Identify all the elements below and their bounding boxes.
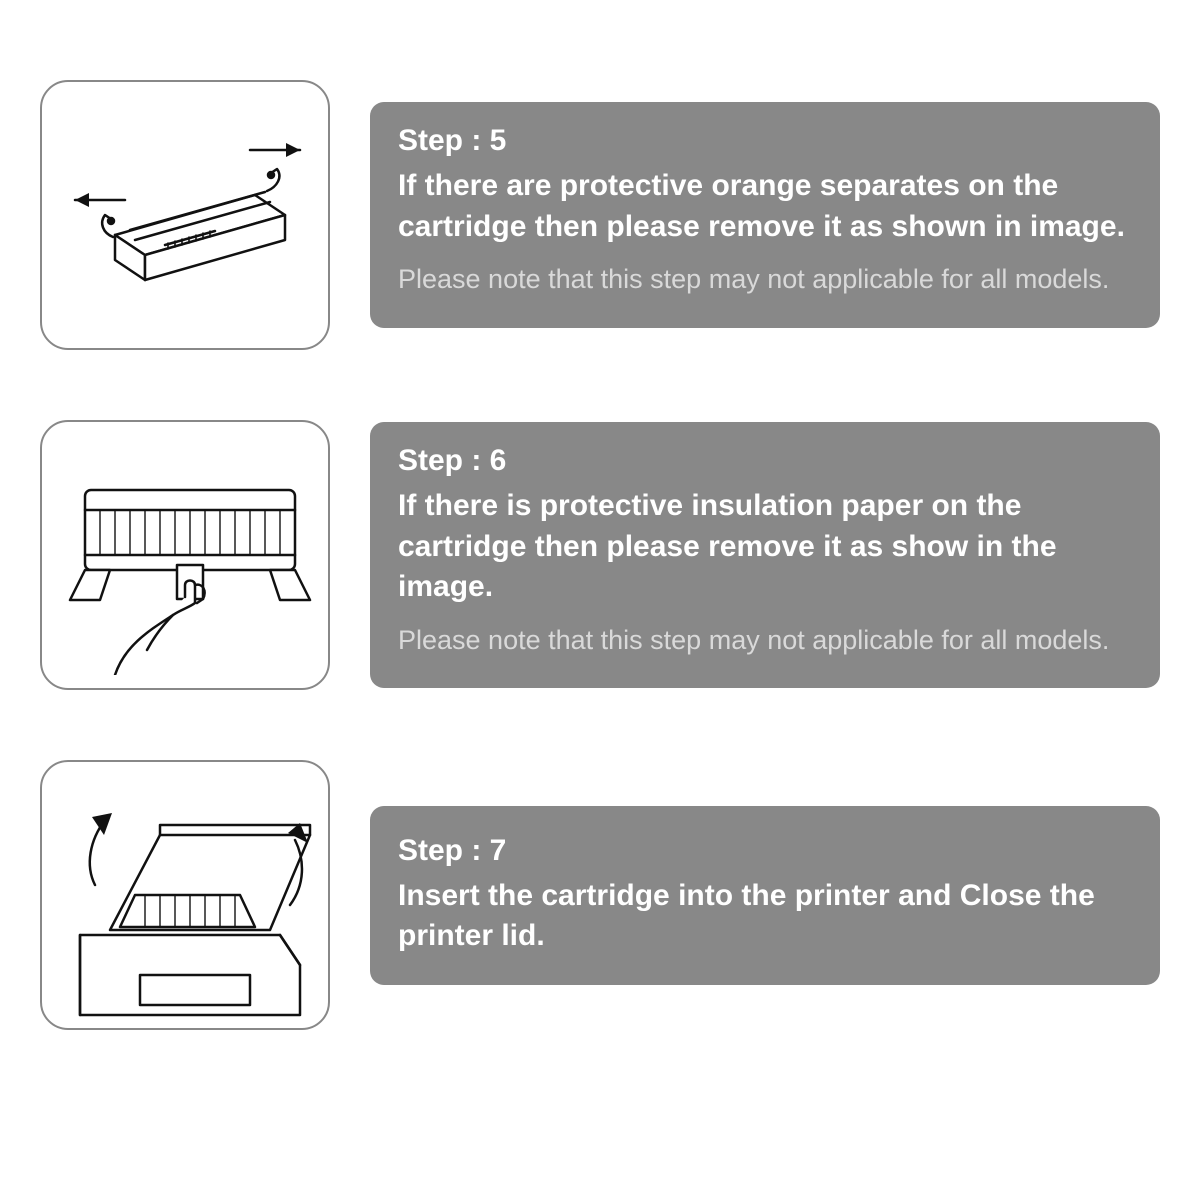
step-row: Step : 7 Insert the cartridge into the p… bbox=[40, 760, 1160, 1030]
step-body: Insert the cartridge into the printer an… bbox=[398, 876, 1132, 957]
step-body: If there are protective orange separates… bbox=[398, 166, 1132, 247]
step-row: Step : 6 If there is protective insulati… bbox=[40, 420, 1160, 690]
step-note: Please note that this step may not appli… bbox=[398, 259, 1132, 300]
printer-insert-cartridge-icon bbox=[50, 765, 320, 1025]
toner-cartridge-remove-separators-icon bbox=[55, 105, 315, 325]
toner-cartridge-remove-paper-icon bbox=[55, 435, 315, 675]
step-title: Step : 7 bbox=[398, 834, 1132, 868]
step-card: Step : 6 If there is protective insulati… bbox=[370, 422, 1160, 688]
step-body: If there is protective insulation paper … bbox=[398, 486, 1132, 608]
step-title: Step : 5 bbox=[398, 124, 1132, 158]
step-title: Step : 6 bbox=[398, 444, 1132, 478]
step-illustration-frame bbox=[40, 420, 330, 690]
step-note: Please note that this step may not appli… bbox=[398, 620, 1132, 661]
step-card: Step : 7 Insert the cartridge into the p… bbox=[370, 806, 1160, 985]
step-card: Step : 5 If there are protective orange … bbox=[370, 102, 1160, 328]
step-illustration-frame bbox=[40, 80, 330, 350]
step-row: Step : 5 If there are protective orange … bbox=[40, 80, 1160, 350]
step-illustration-frame bbox=[40, 760, 330, 1030]
